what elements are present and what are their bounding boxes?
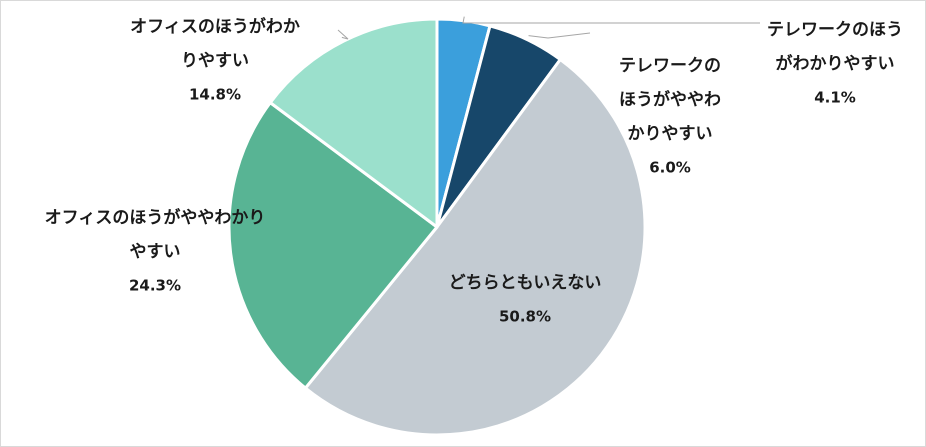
slice-3 xyxy=(303,57,647,437)
data-label-name-1: テレワークのほう xyxy=(767,20,903,40)
data-label-value-4: 24.3% xyxy=(129,277,181,295)
data-label-name-2: テレワークの xyxy=(619,56,721,76)
leader-line-5 xyxy=(337,29,349,40)
slice-5 xyxy=(268,17,439,229)
data-label-name-5: オフィスのほうがわか xyxy=(130,16,300,37)
slice-4 xyxy=(227,101,439,390)
data-label-name-2: かりやすい xyxy=(628,124,713,144)
leader-lines xyxy=(337,16,760,40)
data-label-name-1: がわかりやすい xyxy=(776,53,895,74)
data-label-name-4: やすい xyxy=(130,242,181,262)
data-label-value-1: 4.1% xyxy=(814,89,856,107)
data-label-value-3: 50.8% xyxy=(499,308,551,326)
pie-slices xyxy=(227,17,647,437)
data-label-name-4: オフィスのほうがややわかり xyxy=(45,207,266,228)
data-label-value-5: 14.8% xyxy=(189,86,241,104)
data-label-value-2: 6.0% xyxy=(649,159,691,177)
leader-line-1 xyxy=(462,16,760,24)
data-label-name-2: ほうがややわ xyxy=(619,89,721,110)
data-label-name-5: りやすい xyxy=(181,51,249,71)
leader-line-2 xyxy=(528,32,591,39)
data-label-name-3: どちらともいえない xyxy=(449,273,602,293)
